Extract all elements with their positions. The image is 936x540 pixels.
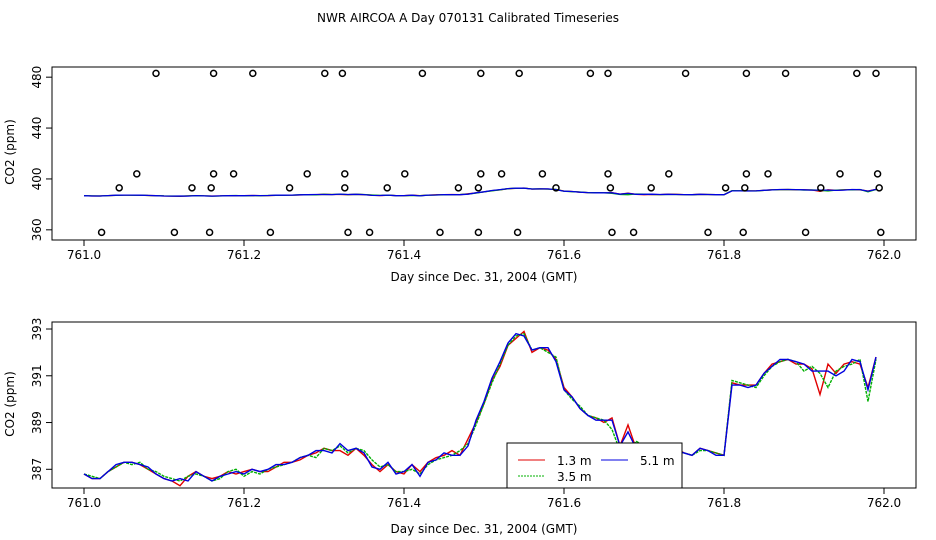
- flag-point: [873, 170, 882, 178]
- flag-point: [454, 184, 463, 192]
- flag-point: [665, 170, 673, 178]
- flag-point: [477, 170, 485, 178]
- top-xtick-label: 761.0: [67, 248, 101, 262]
- top-ytick-label: 400: [30, 167, 44, 190]
- top-ytick-label: 440: [30, 117, 44, 140]
- top-panel: 761.0 761.2 761.4 761.6 761.8 762.0 360 400 440 4…: [3, 66, 917, 284]
- flag-point: [266, 228, 275, 237]
- flag-point: [741, 184, 749, 192]
- bottom-xtick-label: 761.4: [387, 496, 421, 510]
- flag-point: [338, 69, 347, 78]
- bottom-xlabel: Day since Dec. 31, 2004 (GMT): [391, 522, 578, 536]
- flag-point: [152, 69, 160, 78]
- flag-point: [229, 170, 238, 178]
- flag-point: [321, 69, 329, 78]
- flag-point: [604, 170, 612, 178]
- bottom-ytick-label: 389: [30, 411, 44, 434]
- flag-point: [418, 69, 427, 78]
- flag-point: [209, 170, 218, 178]
- flag-point: [742, 170, 751, 178]
- legend-label-5-1m: 5.1 m: [640, 454, 675, 468]
- flag-point: [742, 69, 751, 78]
- legend: 1.3 m 5.1 m 3.5 m: [506, 442, 683, 489]
- bottom-xtick-label: 761.6: [547, 496, 581, 510]
- flag-point: [188, 184, 196, 192]
- flag-point: [877, 228, 885, 237]
- flag-point: [341, 184, 349, 192]
- flag-point: [604, 69, 612, 78]
- flag-point: [515, 69, 523, 78]
- flag-point: [341, 170, 349, 178]
- flag-point: [606, 184, 615, 192]
- top-xtick-label: 761.6: [547, 248, 581, 262]
- flag-point: [344, 228, 352, 237]
- flag-point: [721, 184, 730, 192]
- flag-point: [586, 69, 595, 78]
- flag-point: [538, 170, 547, 178]
- flag-point: [739, 228, 747, 237]
- series-line-1-3-m: [83, 330, 877, 487]
- top-ylabel: CO2 (ppm): [3, 119, 17, 185]
- flag-point: [875, 184, 883, 192]
- flag-point: [285, 184, 294, 192]
- bottom-plot-frame: [51, 321, 917, 489]
- flag-point: [303, 170, 311, 178]
- chart-title: NWR AIRCOA A Day 070131 Calibrated Times…: [317, 11, 619, 25]
- top-xlabel: Day since Dec. 31, 2004 (GMT): [391, 270, 578, 284]
- bottom-panel: 761.0 761.2 761.4 761.6 761.8 762.0 387 389 391 3…: [3, 318, 917, 536]
- flag-point: [781, 69, 790, 78]
- top-ytick-label: 480: [30, 66, 44, 89]
- flag-point: [853, 69, 861, 78]
- flag-point: [207, 184, 215, 192]
- flag-point: [817, 184, 825, 192]
- flag-point: [513, 228, 522, 237]
- flag-point: [474, 228, 483, 237]
- bottom-ytick-label: 393: [30, 318, 44, 341]
- flag-point: [365, 228, 374, 237]
- flag-point: [209, 69, 218, 78]
- series-line-5-1-m: [83, 332, 877, 482]
- flag-point: [170, 228, 179, 237]
- top-series-line-5-1-m: [83, 187, 877, 197]
- flag-point: [401, 170, 409, 178]
- flag-point: [474, 184, 483, 192]
- flag-point: [629, 228, 638, 237]
- flag-point: [97, 228, 106, 237]
- bottom-ylabel: CO2 (ppm): [3, 371, 17, 437]
- flag-point: [497, 170, 506, 178]
- flag-point: [801, 228, 810, 237]
- series-line-3-5-m: [83, 332, 877, 482]
- bottom-ytick-label: 391: [30, 364, 44, 387]
- flag-point: [115, 184, 123, 192]
- top-xtick-label: 761.2: [227, 248, 261, 262]
- top-xtick-label: 761.4: [387, 248, 421, 262]
- flag-point: [764, 170, 772, 178]
- bottom-xtick-label: 761.0: [67, 496, 101, 510]
- flag-point: [836, 170, 844, 178]
- legend-label-3-5m: 3.5 m: [557, 470, 592, 484]
- flag-point: [249, 69, 257, 78]
- flag-point: [704, 228, 712, 237]
- flag-point: [205, 228, 214, 237]
- flag-point: [383, 184, 391, 192]
- legend-box: [506, 442, 683, 489]
- top-plot-frame: [51, 66, 917, 241]
- top-xtick-label: 761.8: [707, 248, 741, 262]
- top-ytick-label: 360: [30, 218, 44, 241]
- bottom-xtick-label: 762.0: [867, 496, 901, 510]
- flag-point: [552, 184, 560, 192]
- flag-point: [608, 228, 616, 237]
- flag-point: [133, 170, 141, 178]
- bottom-xtick-label: 761.8: [707, 496, 741, 510]
- top-xtick-label: 762.0: [867, 248, 901, 262]
- flag-point: [872, 69, 880, 78]
- flag-point: [436, 228, 444, 237]
- flag-point: [477, 69, 485, 78]
- legend-label-1-3m: 1.3 m: [557, 454, 592, 468]
- flag-point: [681, 69, 690, 78]
- bottom-xtick-label: 761.2: [227, 496, 261, 510]
- bottom-ytick-label: 387: [30, 458, 44, 481]
- flag-point: [647, 184, 655, 192]
